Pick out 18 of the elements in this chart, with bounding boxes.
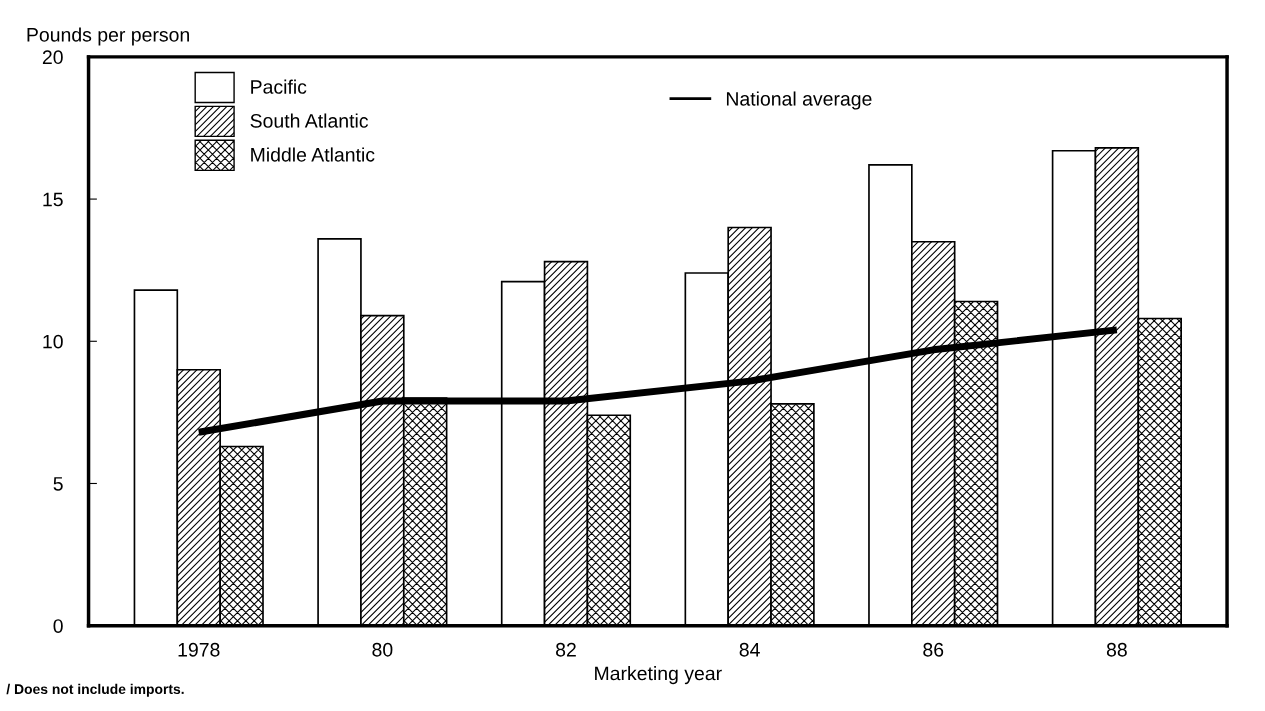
legend-label: National average: [726, 91, 872, 110]
x-axis-title: Marketing year: [595, 666, 722, 685]
y-tick-label: 0: [53, 619, 63, 633]
y-tick-label: 15: [43, 192, 63, 207]
x-tick-label: 84: [739, 642, 760, 657]
x-tick-label: 86: [923, 642, 944, 657]
text: / Does not include imports.: [6, 683, 184, 697]
y-tick-label: 5: [53, 477, 63, 491]
x-tick-label: 88: [1106, 642, 1127, 657]
legend-label: Pacific: [251, 79, 307, 94]
legend-label: South Atlantic: [250, 113, 369, 128]
y-axis-title: Pounds per person: [27, 27, 189, 46]
x-tick-label: 82: [556, 642, 576, 657]
x-tick-label: 80: [372, 642, 393, 657]
x-tick-label: 1978: [178, 642, 220, 657]
y-tick-label: 10: [43, 334, 63, 349]
legend-label: Middle Atlantic: [251, 147, 375, 162]
y-tick-label: 20: [42, 50, 63, 65]
